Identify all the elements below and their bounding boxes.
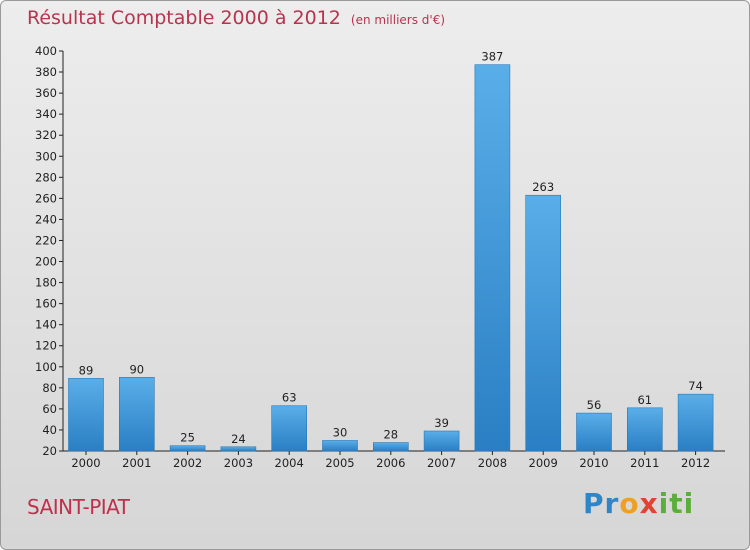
bar-2003 [220, 446, 257, 452]
bar-2011 [626, 407, 663, 452]
proxiti-logo: Proxiti [583, 487, 695, 520]
y-tick-label: 60 [42, 402, 57, 416]
value-label-2005: 30 [333, 425, 348, 439]
value-label-2006: 28 [383, 428, 398, 442]
value-label-2004: 63 [282, 391, 297, 405]
bar-2001 [119, 377, 155, 452]
y-tick-label: 40 [42, 423, 57, 437]
commune-label: SAINT-PIAT [27, 495, 130, 519]
axes: 20 40 60 80 100 120 140 160 180 200 220 240 260 280 30… [35, 44, 725, 470]
y-tick-label: 320 [35, 128, 57, 142]
x-tick-label-2010: 2010 [579, 456, 608, 470]
value-label-2008: 387 [481, 50, 503, 64]
value-label-2007: 39 [434, 416, 449, 430]
y-tick-label: 380 [35, 65, 57, 79]
y-tick-label: 280 [35, 170, 57, 184]
y-tick-label: 160 [35, 297, 57, 311]
bar-2005 [322, 440, 358, 452]
y-tick-label: 240 [35, 212, 57, 226]
y-tick-label: 220 [35, 233, 57, 247]
x-tick-label-2007: 2007 [427, 456, 456, 470]
y-tick-label: 20 [42, 444, 57, 458]
y-tick-label: 400 [35, 44, 57, 58]
x-tick-label-2005: 2005 [325, 456, 354, 470]
x-tick-label-2001: 2001 [122, 456, 151, 470]
x-tick-label-2011: 2011 [630, 456, 659, 470]
bar-2007 [423, 430, 460, 452]
value-label-2011: 61 [637, 393, 652, 407]
y-tick-label: 200 [35, 255, 57, 269]
y-tick-label: 120 [35, 339, 57, 353]
value-label-2010: 56 [587, 398, 602, 412]
bar-2004 [271, 405, 308, 452]
y-tick-label: 100 [35, 360, 57, 374]
y-tick-label: 300 [35, 149, 57, 163]
bar-2012 [677, 393, 714, 452]
chart-title: Résultat Comptable 2000 à 2012 (en millie… [27, 7, 445, 29]
y-tick-label: 340 [35, 107, 57, 121]
bar-2002 [169, 445, 206, 452]
bar-2000 [68, 378, 104, 452]
value-label-2009: 263 [532, 180, 554, 194]
x-tick-label-2003: 2003 [224, 456, 253, 470]
value-label-2001: 90 [129, 362, 144, 376]
x-tick-label-2004: 2004 [275, 456, 304, 470]
value-label-2000: 89 [79, 363, 94, 377]
y-tick-label: 140 [35, 318, 57, 332]
x-tick-label-2000: 2000 [71, 456, 100, 470]
x-tick-label-2012: 2012 [681, 456, 710, 470]
x-tick-label-2008: 2008 [478, 456, 507, 470]
bar-2009 [525, 194, 562, 452]
y-tick-label: 260 [35, 191, 57, 205]
x-tick-label-2006: 2006 [376, 456, 405, 470]
bar-2010 [576, 412, 612, 452]
y-tick-label: 80 [42, 381, 57, 395]
value-label-2003: 24 [231, 432, 246, 446]
y-tick-label: 180 [35, 276, 57, 290]
chart-title-text: Résultat Comptable 2000 à 2012 [27, 7, 341, 29]
bars: 89 90 25 24 63 30 28 39 387 263 56 61 74 [68, 50, 714, 452]
value-label-2002: 25 [180, 431, 195, 445]
x-tick-label-2009: 2009 [529, 456, 558, 470]
x-tick-label-2002: 2002 [173, 456, 202, 470]
chart-subtitle: (en milliers d'€) [350, 13, 446, 27]
y-tick-label: 360 [35, 86, 57, 100]
bar-2008 [474, 64, 511, 452]
bar-2006 [372, 442, 409, 452]
value-label-2012: 74 [688, 379, 703, 393]
